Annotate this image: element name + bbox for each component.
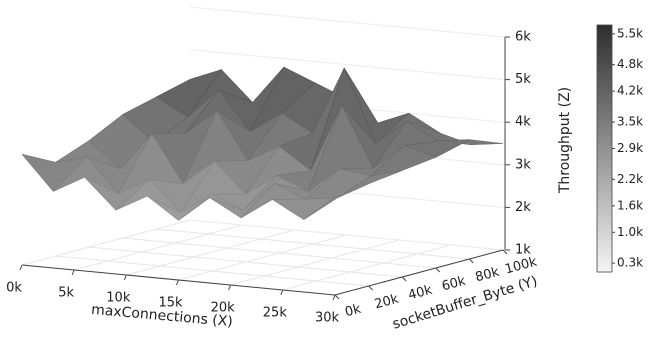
colorbar-tick-label: 4.8k [617,57,643,71]
colorbar-tick-label: 1.6k [617,198,643,212]
x-tick-label: 10k [106,291,131,306]
y-tick [368,285,373,291]
grid-line [74,224,243,271]
x-tick [71,269,75,276]
grid-line [189,219,504,251]
z-tick-label: 4k [515,115,531,130]
grid-line [230,239,399,286]
z-tick-label: 1k [515,243,531,258]
colorbar-tick-label: 5.5k [617,26,643,40]
grid-line [122,237,436,269]
x-tick-label: 30k [315,311,340,326]
colorbar-tick-label: 3.5k [617,115,643,129]
x-tick [19,264,23,271]
y-tick [401,276,407,282]
grid-line [126,229,295,276]
grid-line [189,6,504,38]
y-tick-label: 20k [373,292,401,313]
grid-line [156,228,470,260]
y-tick [334,294,340,300]
grid-line [189,49,504,81]
grid-line [178,234,347,281]
colorbar-tick-label: 0.3k [617,256,643,270]
z-tick-label: 6k [515,30,531,45]
grid-line [89,246,403,278]
x-tick-label: 0k [6,281,22,296]
x-tick-label: 15k [158,296,183,311]
grid-line [282,244,451,291]
z-tick-label: 5k [515,72,531,87]
x-tick [332,294,336,301]
z-tick-label: 2k [515,200,531,215]
y-tick-label: 0k [343,302,363,321]
z-tick-label: 3k [515,157,531,172]
grid-line [21,219,191,266]
y-tick [502,249,508,255]
colorbar-tick-label: 2.2k [617,172,643,186]
x-tick [228,284,232,291]
y-tick-label: 40k [407,283,435,304]
y-tick [435,267,441,273]
x-tick [280,289,284,296]
colorbar [596,24,613,273]
colorbar-tick-label: 4.2k [617,84,643,98]
y-axis [334,249,504,296]
y-tick-label: 60k [440,274,468,295]
z-axis-title: Throughput (Z) [557,87,573,194]
surface [21,66,504,221]
y-tick-label: 80k [474,265,502,286]
grid-line [55,255,369,287]
surface-patch [271,197,339,220]
x-tick-label: 25k [263,306,288,321]
y-tick [469,258,474,264]
x-tick-label: 5k [58,286,74,301]
colorbar-tick-label: 2.9k [617,141,643,155]
x-tick-label: 20k [211,301,236,316]
x-tick [123,274,127,281]
colorbar-tick-label: 1.0k [617,225,643,239]
surface-patch [303,183,369,220]
x-tick [176,279,179,286]
